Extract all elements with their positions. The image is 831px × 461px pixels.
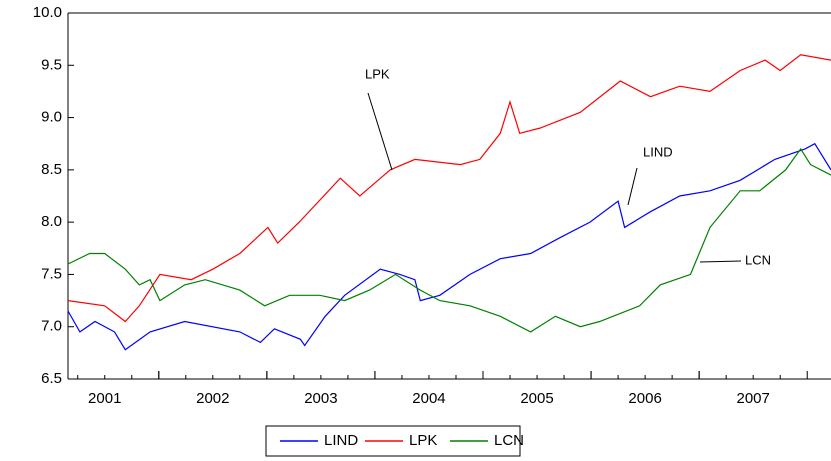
annotation-pointer: [367, 92, 393, 171]
x-tick-label: 2002: [196, 390, 229, 407]
y-tick-label: 7.0: [41, 318, 62, 335]
annotation-pointer: [627, 167, 638, 206]
y-tick-label: 6.5: [41, 370, 62, 387]
x-tick-label: 2004: [412, 390, 445, 407]
x-tick-label: 2006: [628, 390, 661, 407]
series-line: [67, 54, 831, 323]
legend-label: LIND: [324, 432, 358, 449]
x-tick-label: 2005: [520, 390, 553, 407]
y-tick-label: 9.5: [41, 56, 62, 73]
annotation: LPK: [365, 66, 390, 81]
y-tick-label: 8.5: [41, 161, 62, 178]
x-tick-label: 2003: [304, 390, 337, 407]
x-tick-label: 2001: [88, 390, 121, 407]
y-tick-label: 7.5: [41, 265, 62, 282]
y-tick-label: 8.0: [41, 213, 62, 230]
annotation: LIND: [643, 144, 673, 159]
legend-label: LCN: [494, 432, 524, 449]
x-tick-label: 2007: [736, 390, 769, 407]
annotation-pointer: [699, 260, 742, 263]
annotation: LCN: [745, 252, 771, 267]
y-tick-label: 9.0: [41, 109, 62, 126]
legend-label: LPK: [409, 432, 437, 449]
series-line: [67, 147, 831, 333]
y-tick-label: 10.0: [33, 4, 62, 21]
series-line: [67, 142, 831, 351]
